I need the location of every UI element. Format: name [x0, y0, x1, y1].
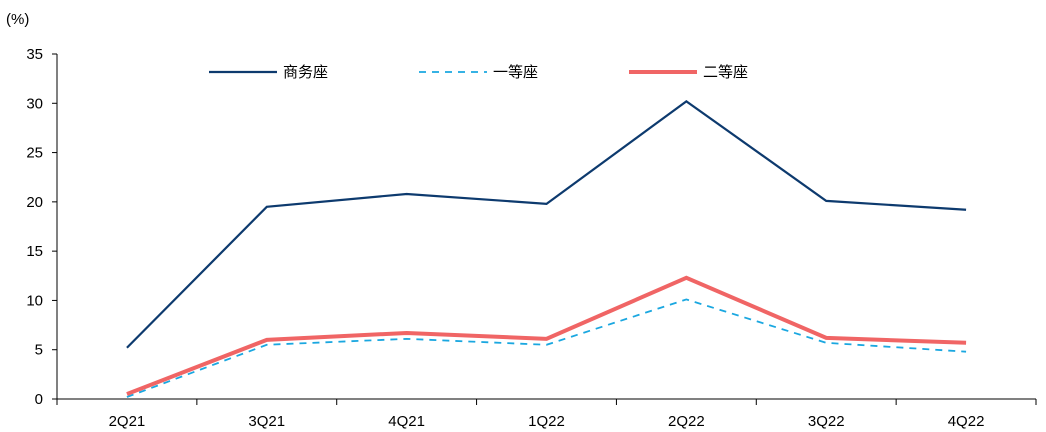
- y-tick-label: 5: [35, 342, 43, 359]
- y-tick-label: 35: [26, 46, 43, 63]
- axes: 0 5 10 15 20 25 30 35 2Q21 3Q21 4Q21 1Q22 2Q22 3Q22 4Q…: [26, 46, 1037, 430]
- x-tick-label: 3Q22: [808, 413, 845, 430]
- series-line-1: [126, 99, 967, 349]
- x-tick-label: 2Q22: [668, 413, 705, 430]
- x-tick-label: 1Q22: [528, 413, 565, 430]
- legend-label-2: 一等座: [493, 63, 538, 81]
- series-layer: [126, 99, 967, 398]
- series-line-2: [126, 298, 967, 398]
- x-tick-label: 2Q21: [109, 413, 146, 430]
- legend-label-1: 商务座: [283, 63, 328, 81]
- y-tick-label: 10: [26, 292, 43, 309]
- y-tick-label: 15: [26, 243, 43, 260]
- legend-label-3: 二等座: [703, 63, 748, 81]
- legend: 商务座 一等座 二等座: [209, 63, 748, 81]
- y-unit-label: (%): [6, 11, 29, 28]
- x-tick-label: 4Q22: [948, 413, 985, 430]
- y-tick-label: 0: [35, 391, 43, 408]
- x-tick-label: 3Q21: [248, 413, 285, 430]
- y-tick-label: 20: [26, 194, 43, 211]
- x-tick-label: 4Q21: [388, 413, 425, 430]
- y-tick-label: 30: [26, 95, 43, 112]
- series-line-3: [126, 275, 967, 396]
- y-tick-label: 25: [26, 145, 43, 162]
